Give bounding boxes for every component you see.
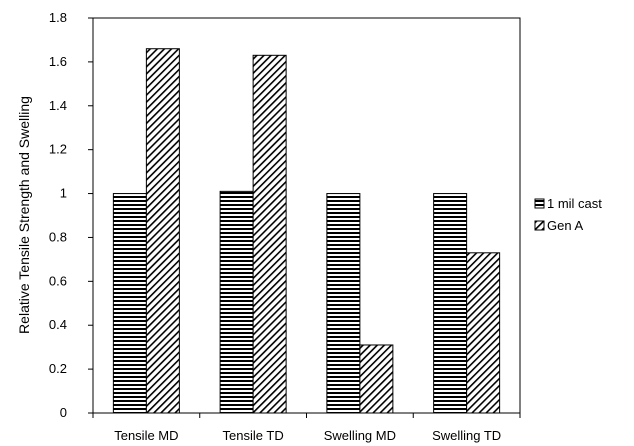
legend: 1 mil cast Gen A <box>534 196 602 233</box>
legend-swatch-series-2 <box>534 220 545 231</box>
legend-swatch-series-1 <box>534 198 545 209</box>
y-tick-label: 1.4 <box>49 98 67 113</box>
bar-1-tensile-td <box>219 190 254 414</box>
legend-label-series-2: Gen A <box>547 218 583 233</box>
bar-2-swelling-md <box>359 344 394 414</box>
bar-1-swelling-td <box>433 193 468 414</box>
bar-2-swelling-td <box>466 252 501 414</box>
bar-2-tensile-td <box>252 54 287 414</box>
y-tick-label: 0 <box>60 405 67 420</box>
bar-2-tensile-md <box>145 48 180 414</box>
x-tick-label: Tensile TD <box>223 428 284 443</box>
y-tick-label: 0.8 <box>49 229 67 244</box>
y-tick-label: 0.4 <box>49 317 67 332</box>
y-tick-label: 0.6 <box>49 273 67 288</box>
bar-1-tensile-md <box>112 193 147 414</box>
y-tick-label: 1.6 <box>49 54 67 69</box>
y-tick-label: 1.2 <box>49 142 67 157</box>
y-axis-ticks: 0 0.2 0.4 0.6 0.8 1 1.2 1.4 1.6 1.8 <box>49 10 93 420</box>
x-tick-label: Swelling MD <box>324 428 396 443</box>
bar-1-swelling-md <box>326 193 361 414</box>
x-axis-ticks: Tensile MD Tensile TD Swelling MD Swelling … <box>92 413 521 443</box>
x-tick-label: Swelling TD <box>432 428 501 443</box>
y-tick-label: 1 <box>60 186 67 201</box>
y-axis-title: Relative Tensile Strength and Swelling <box>16 96 32 334</box>
legend-label-series-1: 1 mil cast <box>547 196 602 211</box>
bars-group <box>112 48 501 414</box>
y-tick-label: 1.8 <box>49 10 67 25</box>
x-tick-label: Tensile MD <box>114 428 178 443</box>
y-tick-label: 0.2 <box>49 361 67 376</box>
